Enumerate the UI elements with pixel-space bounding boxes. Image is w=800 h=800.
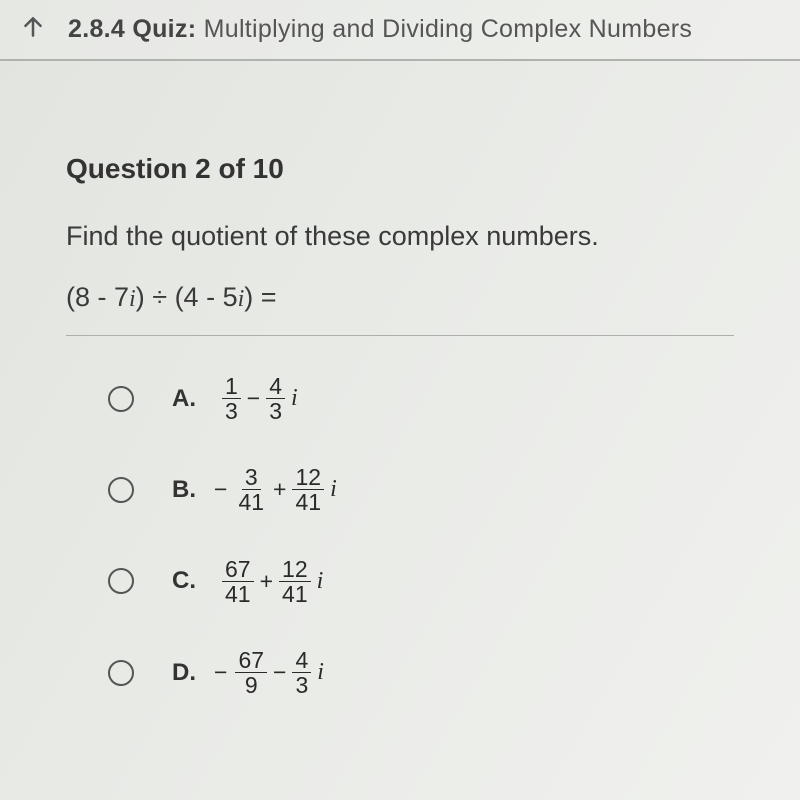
question-counter: Question 2 of 10 xyxy=(66,153,734,185)
quiz-title: Multiplying and Dividing Complex Numbers xyxy=(204,15,693,43)
option-math: − 341 + 1241 i xyxy=(214,465,337,514)
question-panel: Question 2 of 10 Find the quotient of th… xyxy=(0,61,800,697)
option-a[interactable]: A. 13 − 43 i xyxy=(108,374,734,423)
radio-icon[interactable] xyxy=(108,568,134,594)
option-label: A. xyxy=(172,385,196,413)
option-label: C. xyxy=(172,567,196,595)
option-d[interactable]: D. − 679 − 43 i xyxy=(108,648,734,697)
radio-icon[interactable] xyxy=(108,660,134,686)
quiz-header: 2.8.4 Quiz: Multiplying and Dividing Com… xyxy=(0,0,800,61)
back-arrow-icon[interactable] xyxy=(20,14,46,45)
option-label: B. xyxy=(172,476,196,504)
radio-icon[interactable] xyxy=(108,386,134,412)
options-list: A. 13 − 43 i B. − 341 + 1241 i C. xyxy=(66,374,734,697)
option-c[interactable]: C. 6741 + 1241 i xyxy=(108,557,734,606)
option-math: 6741 + 1241 i xyxy=(214,557,323,606)
section-number: 2.8.4 xyxy=(68,15,125,43)
radio-icon[interactable] xyxy=(108,477,134,503)
quiz-label: Quiz: xyxy=(132,15,196,43)
option-label: D. xyxy=(172,659,196,687)
header-title: 2.8.4 Quiz: Multiplying and Dividing Com… xyxy=(68,15,692,44)
option-math: − 679 − 43 i xyxy=(214,648,324,697)
option-b[interactable]: B. − 341 + 1241 i xyxy=(108,465,734,514)
option-math: 13 − 43 i xyxy=(214,374,298,423)
question-prompt: Find the quotient of these complex numbe… xyxy=(66,221,734,252)
divider xyxy=(66,335,734,336)
question-expression: (8 - 7i) ÷ (4 - 5i) = xyxy=(66,282,734,313)
